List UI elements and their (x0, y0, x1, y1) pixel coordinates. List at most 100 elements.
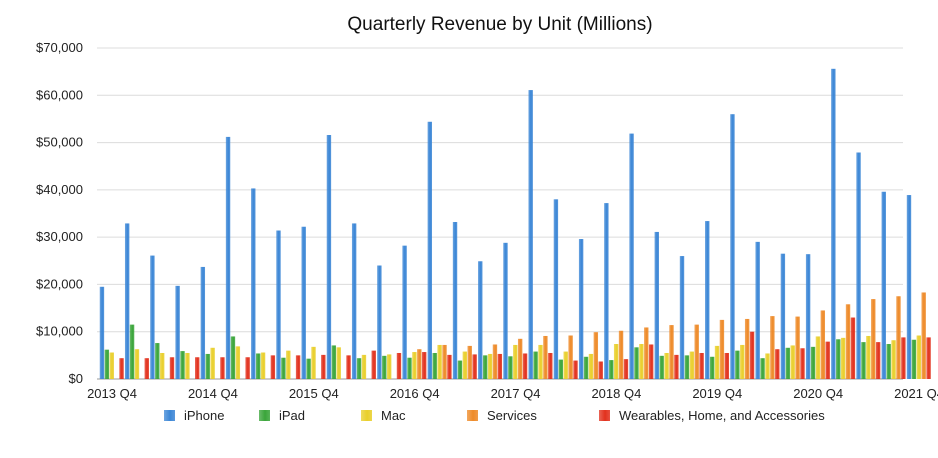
bar (891, 340, 896, 379)
bar (159, 352, 165, 379)
bar (169, 357, 175, 379)
bar (563, 351, 568, 379)
bar (462, 351, 468, 379)
bar (558, 359, 564, 379)
bar (886, 344, 891, 379)
legend-swatch (599, 410, 610, 421)
bar (921, 292, 926, 379)
bar (311, 346, 316, 379)
bar (881, 191, 886, 379)
bars (99, 68, 931, 380)
bar (432, 352, 437, 379)
bar (220, 357, 225, 379)
bar (386, 354, 392, 379)
bar (497, 353, 503, 379)
bar (513, 344, 518, 379)
bar (336, 347, 341, 379)
y-tick-label: $70,000 (36, 40, 83, 55)
bar (326, 135, 332, 379)
bar (871, 299, 876, 379)
bar (901, 337, 906, 379)
bar (755, 241, 760, 379)
legend-swatch (259, 410, 270, 421)
bar (856, 152, 861, 379)
bar (790, 345, 795, 379)
bar (124, 223, 130, 379)
bar (598, 361, 603, 379)
bar (482, 355, 488, 379)
bar (276, 230, 281, 379)
legend-label: Wearables, Home, and Accessories (619, 408, 825, 423)
x-tick-label: 2016 Q4 (390, 386, 440, 401)
bar (230, 336, 236, 379)
bar (442, 344, 447, 379)
bar (245, 357, 250, 379)
bar (800, 348, 805, 379)
bar (492, 344, 498, 379)
bar (109, 352, 114, 379)
bar (679, 256, 685, 379)
bar (684, 355, 690, 379)
legend-swatch (164, 410, 175, 421)
bar (371, 350, 376, 379)
bar (478, 261, 483, 379)
bar (906, 195, 912, 379)
bar (129, 324, 135, 379)
bar (225, 136, 231, 379)
y-tick-label: $50,000 (36, 135, 83, 150)
bar (749, 331, 755, 379)
bar (144, 358, 149, 379)
bar (437, 344, 442, 379)
bar (810, 346, 816, 379)
bar (573, 360, 578, 379)
bar (346, 355, 351, 379)
bar (361, 354, 367, 379)
bar (522, 353, 528, 379)
bar (528, 90, 533, 379)
bar (578, 239, 584, 379)
bar (896, 296, 901, 379)
y-tick-label: $20,000 (36, 276, 83, 291)
bar (644, 327, 649, 379)
bar (815, 336, 821, 379)
bar (155, 343, 160, 379)
bar (99, 286, 105, 379)
bar (604, 203, 609, 379)
bar (356, 358, 362, 379)
bar (553, 199, 559, 379)
x-tick-label: 2015 Q4 (289, 386, 339, 401)
bar (351, 223, 357, 379)
bar (795, 316, 800, 379)
chart-title: Quarterly Revenue by Unit (Millions) (347, 14, 652, 35)
bar (664, 352, 669, 379)
bar (119, 358, 124, 379)
bar (744, 318, 750, 379)
bar (195, 357, 200, 379)
bar (760, 358, 765, 379)
bar (648, 344, 654, 379)
bar (382, 355, 387, 379)
bar (629, 133, 634, 379)
bar (533, 351, 538, 379)
bar (396, 352, 402, 379)
bar (634, 347, 639, 379)
bar (719, 319, 725, 379)
bar (669, 325, 674, 379)
legend-swatch (361, 410, 372, 421)
bar (150, 255, 155, 379)
bar (785, 347, 790, 379)
x-tick-label: 2019 Q4 (692, 386, 742, 401)
bar (618, 330, 624, 379)
bar (694, 324, 699, 379)
bar (850, 317, 856, 379)
bar (210, 347, 215, 379)
legend-label: iPad (279, 408, 305, 423)
bar (654, 231, 659, 379)
bar (659, 355, 664, 379)
bar (175, 285, 180, 379)
bar (517, 338, 523, 379)
bar (180, 351, 185, 379)
bar (613, 344, 619, 379)
